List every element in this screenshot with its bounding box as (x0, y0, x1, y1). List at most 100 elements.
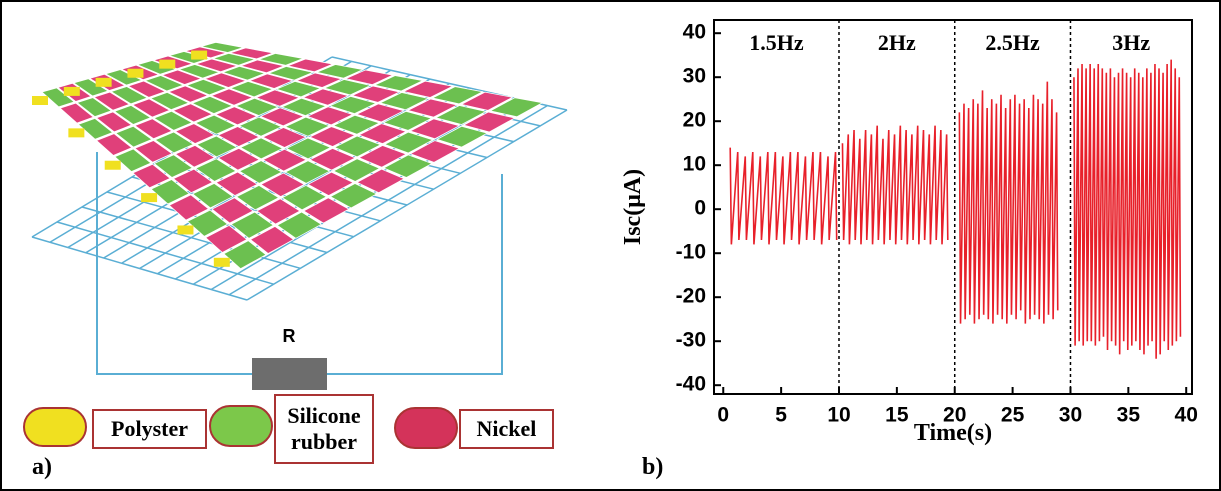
weave-strip (131, 98, 171, 118)
weave-strip (191, 95, 234, 115)
panel-label: b) (642, 454, 663, 480)
polyester-tip (68, 128, 85, 138)
weave-strip (200, 41, 244, 53)
weave-strip (255, 89, 301, 107)
weave-strip (308, 126, 356, 147)
weave-strip (239, 59, 286, 74)
plot-frame (713, 19, 1193, 395)
y-tick-label: -20 (676, 285, 706, 308)
weave-strip (284, 160, 331, 184)
weave-strip (127, 80, 167, 98)
x-axis-label: Time(s) (914, 420, 992, 446)
weave-strip (211, 53, 257, 66)
weave-strip (344, 69, 395, 86)
weave-strip (132, 163, 171, 189)
y-tick-label: -40 (676, 373, 706, 396)
weave-strip (436, 125, 489, 148)
legend-entry: Nickel (459, 409, 554, 449)
woven-fabric (31, 41, 568, 301)
weave-strip (172, 103, 214, 123)
weave-strip (333, 135, 382, 158)
weave-strip (373, 75, 425, 92)
polyester-tip (141, 193, 158, 203)
y-tick-label: -10 (676, 241, 706, 264)
weave-strip (295, 72, 343, 88)
y-tick-label: 40 (683, 21, 706, 44)
polyester-tip (32, 96, 48, 105)
weave-strip (249, 225, 295, 254)
x-tick-label: 40 (1175, 404, 1198, 427)
weave-strip (309, 147, 357, 171)
weave-strip (154, 131, 195, 154)
weave-strip (256, 198, 301, 225)
resistor (252, 358, 327, 390)
x-tick-label: 5 (775, 404, 787, 427)
weave-strip (229, 80, 274, 98)
weave-strip (194, 114, 237, 135)
weave-strip (281, 184, 328, 211)
weave-strip (168, 194, 210, 221)
circuit-wire (327, 174, 503, 375)
weave-strip (153, 154, 194, 178)
x-tick-label: 10 (827, 404, 850, 427)
weave-strip (221, 66, 267, 81)
polyester-tip (191, 50, 208, 60)
weave-strip (191, 182, 234, 209)
weave-strip (302, 88, 350, 106)
weave-strip (114, 125, 153, 148)
weave-strip (356, 168, 406, 194)
weave-strip (160, 69, 203, 85)
mesh-line (246, 109, 568, 301)
weave-strip (76, 97, 113, 118)
weave-strip (195, 158, 237, 182)
weave-strip (406, 98, 459, 118)
weave-strip (217, 126, 261, 147)
weave-strip (382, 154, 433, 178)
panel-label: a) (32, 454, 52, 480)
weave-strip (307, 171, 354, 197)
weave-strip (460, 91, 514, 111)
frequency-label: 2Hz (878, 30, 916, 55)
weave-strip (185, 78, 229, 96)
x-tick-label: 15 (885, 404, 909, 427)
weave-strip (177, 64, 221, 79)
signal-line (1073, 59, 1182, 359)
weave-strip (351, 85, 401, 103)
weave-strip (215, 171, 259, 197)
weave-strip (167, 51, 211, 64)
weave-strip (93, 91, 131, 111)
weave-strip (431, 86, 484, 105)
signal-line (841, 125, 949, 245)
weave-strip (149, 91, 190, 111)
weave-strip (203, 72, 248, 88)
weave-strip (41, 87, 76, 108)
weave-strip (223, 240, 267, 270)
weave-strip (228, 47, 275, 60)
weave-strip (113, 148, 152, 173)
weave-strip (257, 53, 305, 66)
weave-strip (358, 145, 408, 168)
weave-strip (261, 127, 307, 148)
weave-strip (134, 140, 173, 163)
polyester-tip (63, 86, 80, 96)
polyester-tip (95, 77, 112, 87)
weave-strip (133, 118, 173, 140)
weave-strip (104, 69, 143, 86)
weave-strip (211, 197, 254, 224)
weave-strip (275, 80, 322, 98)
signal-line (729, 147, 838, 245)
weave-strip (174, 144, 216, 168)
weave-strip (238, 116, 283, 137)
weave-strip (267, 66, 315, 81)
weave-strip (382, 110, 433, 131)
weave-strip (113, 104, 152, 125)
weave-strip (153, 110, 194, 131)
weave-strip (77, 117, 114, 140)
weave-strip (332, 158, 381, 182)
weave-strip (434, 105, 488, 125)
weave-strip (329, 183, 378, 209)
weave-strip (409, 140, 461, 163)
y-axis-label: Isc(μA) (620, 169, 646, 245)
weave-strip (285, 137, 332, 160)
